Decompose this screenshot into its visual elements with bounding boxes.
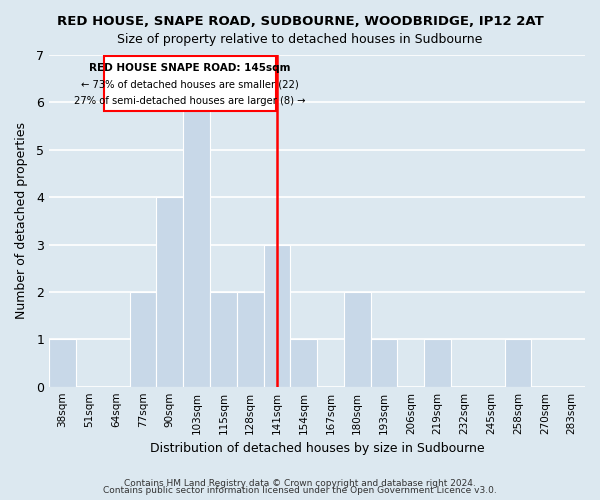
- Text: Size of property relative to detached houses in Sudbourne: Size of property relative to detached ho…: [118, 32, 482, 46]
- Bar: [505, 340, 532, 386]
- Bar: [290, 340, 317, 386]
- Bar: [424, 340, 451, 386]
- Y-axis label: Number of detached properties: Number of detached properties: [15, 122, 28, 320]
- Text: RED HOUSE SNAPE ROAD: 145sqm: RED HOUSE SNAPE ROAD: 145sqm: [89, 63, 290, 73]
- Text: RED HOUSE, SNAPE ROAD, SUDBOURNE, WOODBRIDGE, IP12 2AT: RED HOUSE, SNAPE ROAD, SUDBOURNE, WOODBR…: [56, 15, 544, 28]
- Text: Contains HM Land Registry data © Crown copyright and database right 2024.: Contains HM Land Registry data © Crown c…: [124, 478, 476, 488]
- Bar: [210, 292, 237, 386]
- Bar: [49, 340, 76, 386]
- Bar: [183, 102, 210, 387]
- Bar: [157, 197, 183, 386]
- Bar: [130, 292, 157, 386]
- FancyBboxPatch shape: [104, 56, 275, 111]
- Bar: [263, 244, 290, 386]
- Text: Contains public sector information licensed under the Open Government Licence v3: Contains public sector information licen…: [103, 486, 497, 495]
- Bar: [237, 292, 263, 386]
- Text: ← 73% of detached houses are smaller (22): ← 73% of detached houses are smaller (22…: [81, 80, 299, 90]
- Bar: [344, 292, 371, 386]
- Text: 27% of semi-detached houses are larger (8) →: 27% of semi-detached houses are larger (…: [74, 96, 305, 106]
- Bar: [371, 340, 397, 386]
- X-axis label: Distribution of detached houses by size in Sudbourne: Distribution of detached houses by size …: [150, 442, 484, 455]
